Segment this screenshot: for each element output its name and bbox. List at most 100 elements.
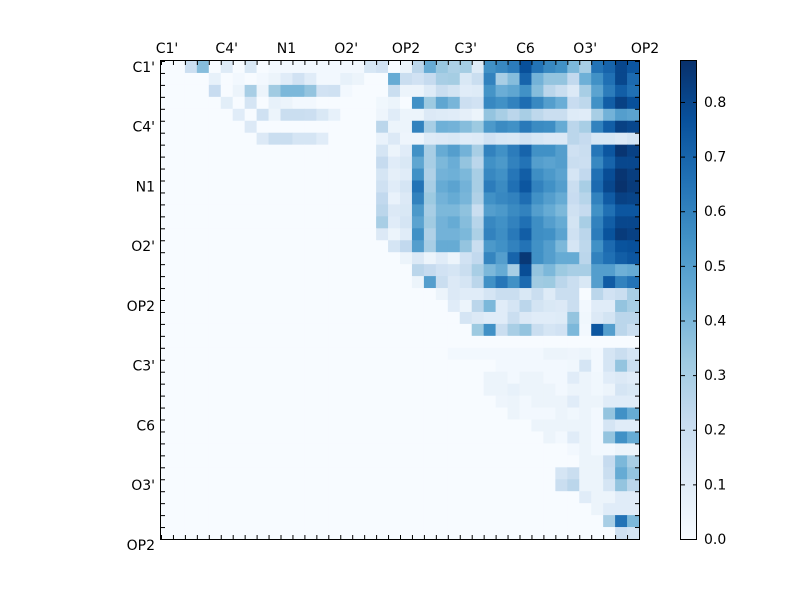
heatmap-cell xyxy=(567,264,580,277)
heatmap-cell xyxy=(388,156,401,169)
heatmap-cell xyxy=(400,407,413,420)
heatmap-cell xyxy=(292,144,305,157)
heatmap-cell xyxy=(471,443,485,456)
heatmap-cell xyxy=(423,252,437,265)
heatmap-cell xyxy=(172,407,186,420)
heatmap-cell xyxy=(340,359,353,373)
heatmap-cell xyxy=(400,108,413,122)
heatmap-cell xyxy=(232,347,246,361)
heatmap-cell xyxy=(579,443,592,456)
heatmap-cell xyxy=(627,84,640,98)
heatmap-cell xyxy=(543,431,556,444)
heatmap-cell xyxy=(292,264,305,277)
heatmap-cell xyxy=(615,335,628,349)
heatmap-cell xyxy=(268,467,281,480)
heatmap-cell xyxy=(519,276,532,289)
heatmap-cell xyxy=(579,335,592,349)
heatmap-cell xyxy=(411,156,425,169)
heatmap-cell xyxy=(196,276,210,289)
heatmap-cell xyxy=(400,156,413,169)
heatmap-cell xyxy=(316,120,329,134)
heatmap-cell xyxy=(483,300,496,313)
heatmap-cell xyxy=(388,96,401,110)
heatmap-cell xyxy=(555,443,568,456)
heatmap-cell xyxy=(256,252,269,265)
heatmap-cell xyxy=(292,491,305,504)
heatmap-cell xyxy=(495,455,508,468)
heatmap-cell xyxy=(328,395,341,408)
heatmap-cell xyxy=(208,108,222,122)
heatmap-cell xyxy=(220,61,234,74)
heatmap-cell xyxy=(161,335,174,349)
heatmap-cell xyxy=(507,443,520,456)
heatmap-cell xyxy=(232,311,246,325)
heatmap-cell xyxy=(507,144,520,157)
heatmap-cell xyxy=(232,228,246,241)
heatmap-cell xyxy=(280,204,293,217)
heatmap-cell xyxy=(364,240,377,253)
heatmap-cell xyxy=(220,503,234,516)
heatmap-cell xyxy=(268,515,281,528)
heatmap-cell xyxy=(184,527,198,540)
heatmap-cell xyxy=(543,132,556,146)
heatmap-cell xyxy=(208,419,222,432)
heatmap-cell xyxy=(244,252,257,265)
heatmap-cell xyxy=(567,300,580,313)
heatmap-cell xyxy=(579,491,592,504)
heatmap-cell xyxy=(292,276,305,289)
heatmap-cell xyxy=(627,491,640,504)
heatmap-cell xyxy=(411,347,425,361)
heatmap-cell xyxy=(220,455,234,468)
heatmap-cell xyxy=(268,371,281,385)
heatmap-cell xyxy=(232,455,246,468)
heatmap-cell xyxy=(423,204,437,217)
heatmap-cell xyxy=(364,132,377,146)
heatmap-cell xyxy=(531,407,544,420)
heatmap-cell xyxy=(435,276,449,289)
heatmap-cell xyxy=(304,156,317,169)
heatmap-cell xyxy=(447,407,461,420)
heatmap-cell xyxy=(543,264,556,277)
heatmap-cell xyxy=(591,240,604,253)
heatmap-cell xyxy=(292,61,305,74)
heatmap-cell xyxy=(435,300,449,313)
heatmap-cell xyxy=(352,132,365,146)
heatmap-cell xyxy=(376,323,389,337)
heatmap-cell xyxy=(220,359,234,373)
heatmap-cell xyxy=(328,300,341,313)
heatmap-cell xyxy=(268,168,281,181)
heatmap-cell xyxy=(376,359,389,373)
heatmap-cell xyxy=(388,311,401,325)
heatmap-cell xyxy=(208,192,222,205)
heatmap-cell xyxy=(256,96,269,110)
heatmap-cell xyxy=(268,311,281,325)
heatmap-cell xyxy=(447,120,461,134)
heatmap-cell xyxy=(615,144,628,157)
heatmap-cell xyxy=(292,455,305,468)
heatmap-cell xyxy=(268,335,281,349)
heatmap-cell xyxy=(519,371,532,385)
heatmap-cell xyxy=(232,491,246,504)
heatmap-cell xyxy=(268,431,281,444)
heatmap-cell xyxy=(232,132,246,146)
heatmap-cell xyxy=(304,240,317,253)
heatmap-cell xyxy=(615,216,628,229)
heatmap-cell xyxy=(495,84,508,98)
heatmap-cell xyxy=(304,168,317,181)
heatmap-cell xyxy=(244,371,257,385)
heatmap-cell xyxy=(376,443,389,456)
heatmap-cell xyxy=(615,347,628,361)
heatmap-cell xyxy=(292,335,305,349)
heatmap-cell xyxy=(161,252,174,265)
heatmap-cell xyxy=(388,108,401,122)
heatmap-cell xyxy=(388,323,401,337)
heatmap-cell xyxy=(447,467,461,480)
heatmap-cell xyxy=(268,120,281,134)
heatmap-cell xyxy=(304,264,317,277)
heatmap-cell xyxy=(591,228,604,241)
heatmap-cell xyxy=(579,228,592,241)
x-tick-label: OP2 xyxy=(631,41,659,57)
heatmap-cell xyxy=(519,455,532,468)
heatmap-cell xyxy=(388,359,401,373)
heatmap-cell xyxy=(232,84,246,98)
